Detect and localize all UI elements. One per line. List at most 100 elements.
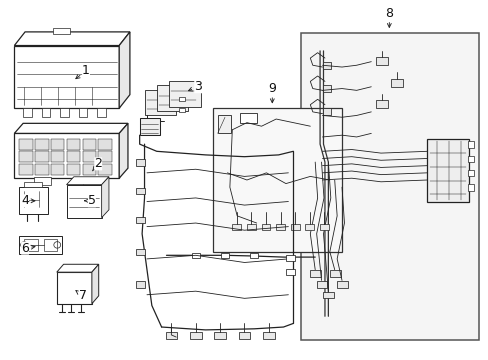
Bar (136, 281, 145, 288)
Bar (467, 170, 473, 176)
Bar (316, 281, 327, 288)
Bar (329, 270, 340, 277)
Bar (214, 332, 225, 339)
Bar (14, 134, 119, 178)
Bar (322, 108, 330, 116)
Bar (136, 249, 145, 255)
Bar (300, 33, 478, 339)
Bar (178, 108, 184, 112)
Bar (79, 108, 87, 117)
Bar (82, 164, 96, 175)
Bar (19, 152, 33, 162)
Bar (53, 28, 70, 34)
Bar (246, 225, 255, 230)
Bar (238, 332, 250, 339)
Bar (323, 292, 333, 298)
Bar (144, 90, 176, 116)
Bar (336, 281, 347, 288)
Text: 8: 8 (385, 7, 392, 27)
Bar (250, 253, 258, 258)
Text: 7: 7 (76, 289, 86, 302)
Bar (375, 57, 387, 65)
Text: 2: 2 (92, 157, 102, 171)
Bar (136, 217, 145, 223)
Bar (67, 164, 80, 175)
Bar (57, 272, 92, 304)
Bar (212, 108, 341, 252)
Text: 6: 6 (21, 242, 35, 255)
Bar (98, 152, 112, 162)
Bar (35, 139, 48, 149)
Bar (390, 79, 402, 87)
Text: 1: 1 (76, 64, 90, 79)
Bar (51, 164, 64, 175)
Bar (232, 225, 241, 230)
Polygon shape (66, 177, 109, 185)
Bar (82, 177, 100, 185)
Bar (217, 116, 231, 134)
Bar (322, 85, 330, 92)
Bar (239, 113, 256, 123)
Bar (136, 159, 145, 166)
Bar (191, 253, 199, 258)
Bar (24, 182, 41, 187)
Bar (276, 225, 285, 230)
Bar (82, 139, 96, 149)
Bar (467, 156, 473, 162)
Bar (467, 141, 473, 148)
Bar (19, 139, 33, 149)
Bar (82, 152, 96, 162)
Polygon shape (14, 32, 130, 45)
Bar (51, 139, 64, 149)
Bar (35, 152, 48, 162)
Bar (51, 152, 64, 162)
Bar (97, 108, 106, 117)
Bar (310, 270, 321, 277)
Bar (261, 225, 270, 230)
Polygon shape (119, 32, 130, 108)
Bar (60, 108, 69, 117)
Bar (178, 97, 184, 101)
Polygon shape (57, 264, 99, 272)
Bar (320, 225, 328, 230)
Bar (290, 225, 299, 230)
Bar (43, 239, 57, 251)
Text: 4: 4 (21, 194, 35, 207)
Polygon shape (92, 264, 99, 304)
Bar (168, 81, 200, 107)
Bar (98, 139, 112, 149)
Bar (67, 139, 80, 149)
Bar (375, 100, 387, 108)
Polygon shape (119, 123, 128, 178)
Text: 9: 9 (268, 82, 276, 103)
Bar (41, 108, 50, 117)
Bar (132, 28, 480, 343)
Bar (427, 139, 468, 202)
Bar (467, 184, 473, 191)
Text: 3: 3 (188, 80, 202, 93)
Bar (285, 269, 294, 275)
Bar (67, 152, 80, 162)
Bar (35, 164, 48, 175)
Text: 5: 5 (84, 194, 96, 207)
Bar (263, 332, 274, 339)
Bar (136, 188, 145, 194)
Bar (165, 332, 177, 339)
Bar (34, 177, 51, 185)
Bar (19, 164, 33, 175)
Polygon shape (14, 123, 128, 134)
Bar (19, 187, 47, 214)
Bar (14, 45, 119, 108)
Bar (23, 108, 32, 117)
Bar (24, 239, 38, 251)
Bar (322, 62, 330, 69)
Bar (285, 255, 294, 261)
Bar (221, 253, 228, 258)
Bar (140, 118, 160, 135)
Bar (305, 225, 314, 230)
Bar (157, 85, 188, 111)
Polygon shape (102, 177, 109, 218)
Bar (19, 236, 62, 253)
Bar (189, 332, 201, 339)
Bar (66, 185, 102, 218)
